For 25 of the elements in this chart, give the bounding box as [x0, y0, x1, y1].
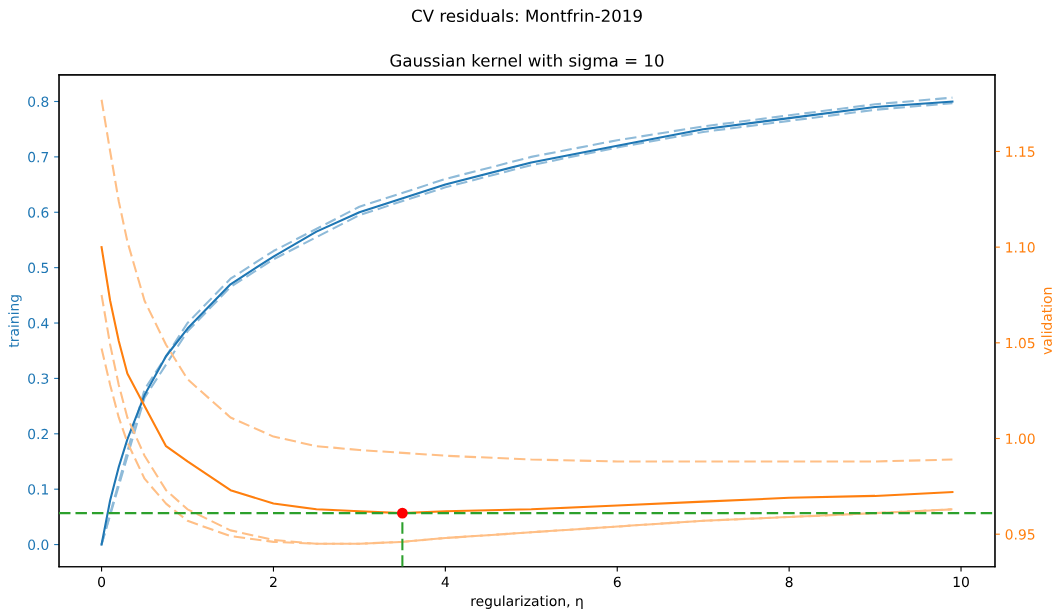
x-tick-label: 0 [98, 576, 106, 588]
x-tick-label: 4 [441, 576, 449, 587]
chart-title: CV residuals: Montfrin-2019 [411, 9, 642, 23]
y-tick-label: 0.8 [28, 96, 49, 107]
x-tick-label: 2 [270, 576, 277, 587]
y-tick-label: 0.6 [28, 207, 49, 218]
y2-tick-label: 1.15 [1006, 146, 1035, 157]
y2-tick-label: 0.95 [1005, 529, 1035, 540]
y2-axis-title: validation [1041, 287, 1052, 355]
x-tick-label: 6 [613, 576, 621, 588]
y-tick-label: 0.5 [28, 262, 49, 274]
y-tick-label: 0.3 [28, 373, 49, 384]
y-tick-label: 0.7 [28, 151, 49, 163]
y-tick-label: 0.4 [28, 318, 49, 329]
y2-tick-label: 1.05 [1006, 337, 1035, 349]
y-tick-label: 0.0 [28, 539, 49, 551]
x-tick-label: 8 [785, 576, 793, 588]
y-axis-title: training [8, 295, 22, 348]
y-tick-label: 0.1 [28, 484, 49, 495]
y-tick-label: 0.2 [28, 428, 48, 440]
chart-subtitle: Gaussian kernel with sigma = 10 [390, 53, 664, 71]
x-tick-label: 10 [953, 576, 969, 588]
x-axis-title: regularization, η [471, 595, 583, 609]
y2-tick-label: 1.10 [1006, 242, 1035, 253]
y2-tick-label: 1.00 [1006, 433, 1035, 444]
